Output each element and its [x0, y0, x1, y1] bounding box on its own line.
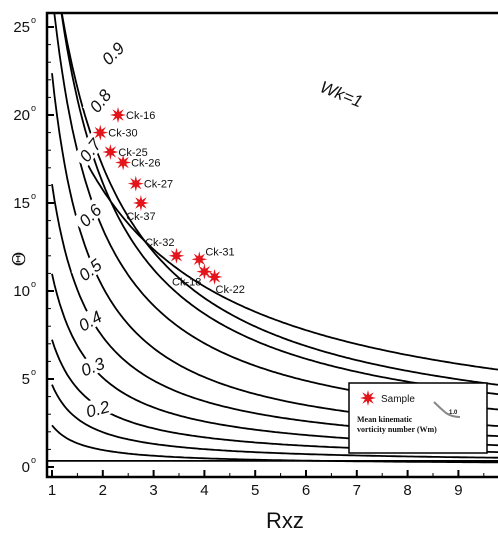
y-tick-degree: o [31, 191, 36, 201]
sample-star-icon [206, 268, 223, 285]
sample-star-icon [92, 124, 109, 141]
y-tick-label: 0 [22, 459, 30, 476]
contour-wk-0.6 [51, 73, 498, 427]
x-axis-ticks: 1 2 3 4 5 6 7 8 9 [48, 470, 485, 499]
x-tick-label: 5 [251, 482, 259, 499]
sample-label: Ck-27 [144, 179, 173, 191]
sample-star-icon [110, 107, 126, 123]
sample-label: Ck-22 [216, 284, 245, 296]
sample-star-icon [191, 251, 208, 268]
contour-wk-1.0 [79, 149, 498, 371]
contour-label-bg [79, 395, 116, 421]
sample-label: Ck-26 [131, 158, 160, 170]
legend-star-icon [360, 390, 376, 406]
legend-line-icon [433, 401, 461, 418]
y-tick-label: 10 [13, 283, 30, 300]
contour-label-bg [72, 131, 107, 168]
sample-star-icon [102, 144, 119, 160]
y-axis-label-group: Θ [9, 252, 30, 267]
y-tick-label: 5 [22, 371, 30, 388]
y-tick-degree: o [31, 103, 36, 113]
y-tick-degree: o [31, 367, 36, 377]
sample-star-icon [115, 154, 132, 171]
sample-label: Ck-16 [126, 110, 155, 122]
x-tick-label: 6 [302, 482, 310, 499]
sample-label: Ck-25 [118, 147, 147, 159]
sample-star-icon [196, 263, 213, 280]
y-axis-ticks: 0 o5 o10 o15 o20 o25 o [13, 15, 54, 476]
x-tick-label: 8 [403, 482, 411, 499]
contour-label-bg [323, 78, 361, 108]
y-tick-label: 20 [13, 107, 30, 124]
y-tick-label: 15 [13, 195, 30, 212]
y-tick-degree: o [31, 15, 36, 25]
contour-label: Wk=1 [317, 77, 365, 111]
y-tick-degree: o [31, 279, 36, 289]
legend-line-label-1: Mean kinematic [357, 415, 413, 424]
y-tick-degree: o [31, 455, 36, 465]
legend-line-value: 1.0 [449, 410, 458, 416]
x-tick-label: 9 [454, 482, 462, 499]
sample-label: Ck-18 [172, 277, 201, 289]
x-tick-label: 2 [99, 482, 107, 499]
contour-wk-0.9 [60, 13, 498, 386]
legend-sample-label: Sample [381, 394, 415, 405]
x-tick-label: 3 [149, 482, 157, 499]
contour-label-bg [71, 196, 108, 233]
contour-label-bg [82, 82, 117, 119]
sample-star-icon [127, 175, 144, 192]
legend-line-label-2: vorticity number (Wm) [357, 425, 437, 434]
y-axis-label: Θ [9, 252, 30, 267]
x-tick-label: 4 [200, 482, 208, 499]
sample-star-icon [132, 195, 149, 211]
contour-label-bg [71, 304, 108, 336]
contour-label-bg [94, 35, 130, 71]
y-tick-label: 25 [13, 19, 30, 36]
contour-label-bg [71, 252, 108, 287]
contour-wk-0.2 [51, 384, 498, 459]
contour-lines [47, 13, 498, 464]
legend: Sample Mean kinematic vorticity number (… [348, 382, 488, 454]
sample-label: Ck-32 [145, 237, 174, 249]
x-tick-label: 1 [48, 482, 56, 499]
sample-label: Ck-37 [126, 211, 155, 223]
sample-label: Ck-30 [108, 128, 137, 140]
sample-star-icon [168, 247, 185, 264]
contour-label-bg [74, 351, 111, 381]
x-tick-label: 7 [353, 482, 361, 499]
sample-label: Ck-31 [205, 246, 234, 258]
plot-frame [45, 11, 498, 479]
x-axis-label: Rxz [266, 508, 304, 533]
